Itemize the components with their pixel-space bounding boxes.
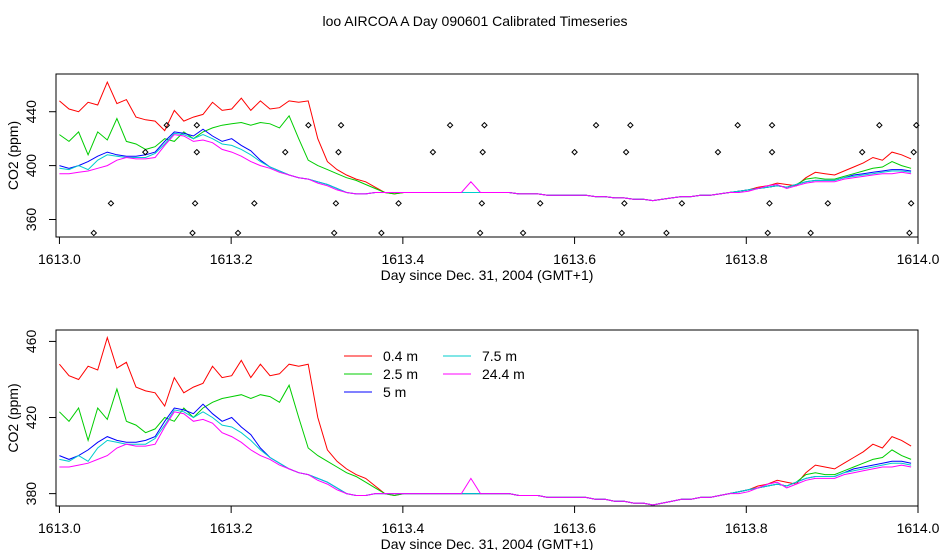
x-tick-label: 1613.4: [381, 251, 424, 267]
data-point: [335, 148, 342, 156]
y-tick-label: 400: [23, 154, 39, 178]
data-point: [766, 200, 773, 207]
data-point: [858, 148, 866, 156]
x-tick-label: 1613.4: [381, 520, 424, 536]
x-tick-label: 1614.0: [897, 251, 940, 267]
y-tick-label: 420: [23, 406, 39, 430]
data-point: [764, 229, 772, 237]
data-point: [395, 200, 402, 207]
figure-title: loo AIRCOA A Day 090601 Calibrated Times…: [322, 13, 627, 29]
data-point: [251, 200, 258, 207]
data-point: [906, 229, 913, 237]
x-axis-label: Day since Dec. 31, 2004 (GMT+1): [381, 267, 594, 283]
data-point: [912, 121, 920, 129]
data-point: [189, 229, 196, 237]
data-point: [678, 200, 686, 207]
data-point: [907, 200, 915, 207]
data-point: [107, 200, 115, 207]
series-line-7-5-m: [59, 409, 912, 506]
data-point: [714, 148, 722, 156]
data-point: [429, 148, 437, 156]
data-point: [476, 229, 484, 237]
data-point: [332, 200, 340, 207]
data-point: [478, 200, 486, 207]
panel-bottom: 1613.0 1613.2 1613.4 1613.6 1613.8 1614.0 380 4…: [5, 329, 940, 550]
data-point: [90, 229, 98, 237]
series-line-5-m: [59, 128, 912, 202]
series-line-2-5-m: [59, 383, 912, 506]
series-line-0-4-m: [59, 80, 912, 202]
x-tick-label: 1613.0: [38, 520, 81, 536]
data-point: [378, 229, 385, 237]
x-tick-label: 1613.6: [553, 520, 596, 536]
legend: 0.4 m 2.5 m 5 m 7.5 m 24.4 m: [344, 348, 525, 400]
panel-top: 1613.0 1613.2 1613.4 1613.6 1613.8 1614.0 360 4…: [5, 73, 940, 283]
x-axis-label: Day since Dec. 31, 2004 (GMT+1): [381, 536, 594, 550]
x-tick-label: 1613.6: [553, 251, 596, 267]
data-point: [571, 148, 578, 156]
data-point: [592, 121, 600, 129]
data-point: [337, 121, 345, 129]
y-axis-label: CO2 (ppm): [5, 383, 21, 452]
legend-label-5-m: 5 m: [383, 384, 406, 400]
data-point: [734, 121, 742, 129]
data-point: [768, 121, 776, 129]
y-tick-label: 460: [23, 330, 39, 354]
data-point: [481, 121, 488, 129]
series-line-24-4-m: [59, 134, 912, 202]
data-point: [768, 148, 776, 156]
data-point: [234, 229, 242, 237]
y-tick-label: 440: [23, 100, 39, 124]
y-axis-label: CO2 (ppm): [5, 121, 21, 190]
legend-label-0-4-m: 0.4 m: [383, 348, 418, 364]
data-point: [163, 121, 171, 129]
legend-label-7-5-m: 7.5 m: [482, 348, 517, 364]
data-point: [621, 200, 628, 207]
data-point: [193, 148, 201, 156]
y-tick-label: 380: [23, 482, 39, 506]
legend-label-2-5-m: 2.5 m: [383, 366, 418, 382]
series-line-5-m: [59, 403, 912, 506]
data-point: [193, 121, 201, 129]
data-point: [622, 148, 630, 156]
data-point: [824, 200, 832, 207]
x-tick-label: 1613.2: [210, 520, 253, 536]
data-point: [305, 121, 312, 129]
x-tick-label: 1613.2: [210, 251, 253, 267]
x-tick-label: 1613.8: [725, 251, 768, 267]
x-tick-label: 1613.0: [38, 251, 81, 267]
series-line-2-5-m: [59, 114, 912, 202]
y-tick-label: 360: [23, 208, 39, 232]
data-point: [141, 148, 149, 156]
plot-frame: [55, 73, 919, 238]
data-point: [519, 229, 527, 237]
data-point: [618, 229, 626, 237]
data-point: [627, 121, 634, 129]
data-point: [663, 229, 670, 237]
legend-label-24-4-m: 24.4 m: [482, 366, 525, 382]
data-point: [807, 229, 814, 237]
data-point: [910, 148, 918, 156]
data-point: [876, 121, 883, 129]
data-point: [536, 200, 544, 207]
series-line-7-5-m: [59, 132, 912, 202]
data-point: [281, 148, 289, 156]
series-line-24-4-m: [59, 411, 912, 506]
data-point: [330, 229, 338, 237]
x-tick-label: 1613.8: [725, 520, 768, 536]
data-point: [191, 200, 199, 207]
x-tick-label: 1614.0: [897, 520, 940, 536]
data-point: [479, 148, 487, 156]
data-point: [446, 121, 454, 129]
